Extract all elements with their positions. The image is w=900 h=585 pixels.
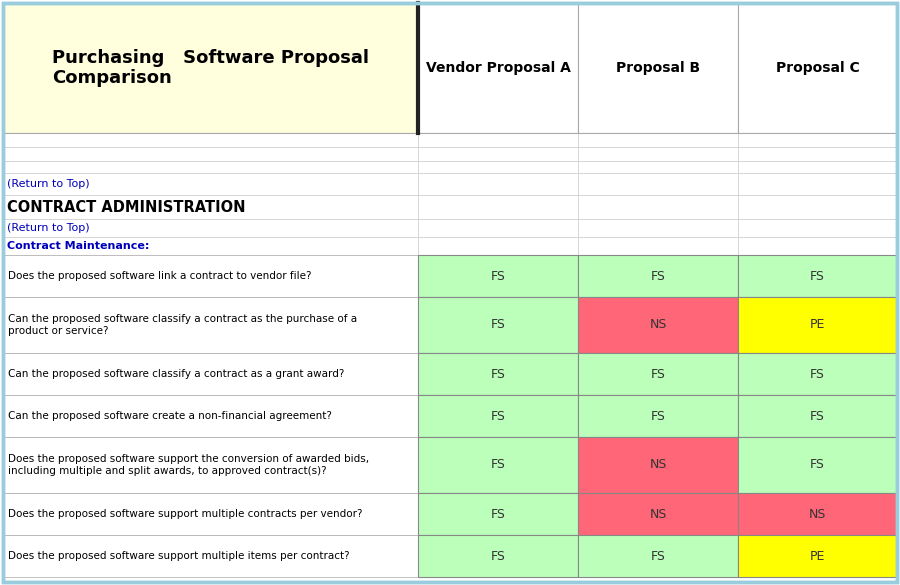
Text: Purchasing   Software Proposal
Comparison: Purchasing Software Proposal Comparison (52, 49, 369, 87)
Bar (738, 237, 897, 255)
Bar (738, 297, 897, 353)
Bar (738, 255, 897, 297)
Bar (418, 255, 578, 297)
Bar (418, 437, 578, 493)
Bar (738, 147, 897, 161)
Bar (3, 195, 418, 219)
Text: FS: FS (810, 459, 825, 472)
Text: (Return to Top): (Return to Top) (7, 223, 90, 233)
Bar (578, 437, 738, 493)
Bar (578, 353, 738, 395)
Bar (578, 297, 738, 353)
Text: NS: NS (649, 459, 667, 472)
Bar (578, 195, 738, 219)
Bar (3, 237, 418, 255)
Bar (578, 219, 738, 237)
Text: FS: FS (491, 367, 506, 380)
Bar (578, 395, 738, 437)
Bar (3, 161, 418, 173)
Bar (418, 147, 578, 161)
Bar (418, 173, 578, 195)
Text: Does the proposed software support multiple contracts per vendor?: Does the proposed software support multi… (8, 509, 363, 519)
Text: Does the proposed software support the conversion of awarded bids,
including mul: Does the proposed software support the c… (8, 454, 369, 476)
Text: FS: FS (491, 270, 506, 283)
Bar (738, 353, 897, 395)
Bar (418, 237, 578, 255)
Text: Can the proposed software classify a contract as the purchase of a
product or se: Can the proposed software classify a con… (8, 314, 357, 336)
Bar (578, 161, 738, 173)
Text: Proposal B: Proposal B (616, 61, 700, 75)
Text: FS: FS (491, 549, 506, 563)
Bar (3, 133, 418, 147)
Bar (3, 219, 418, 237)
Bar (738, 3, 897, 133)
Text: FS: FS (810, 270, 825, 283)
Bar (578, 237, 738, 255)
Bar (738, 133, 897, 147)
Bar (738, 219, 897, 237)
Bar (578, 535, 738, 577)
Bar (738, 535, 897, 577)
Bar (578, 493, 738, 535)
Text: Does the proposed software link a contract to vendor file?: Does the proposed software link a contra… (8, 271, 311, 281)
Text: FS: FS (651, 410, 665, 422)
Text: Does the proposed software support multiple items per contract?: Does the proposed software support multi… (8, 551, 349, 561)
Bar (3, 353, 418, 395)
Bar (418, 195, 578, 219)
Text: FS: FS (810, 410, 825, 422)
Text: FS: FS (491, 508, 506, 521)
Bar (3, 173, 418, 195)
Bar (418, 493, 578, 535)
Bar (578, 147, 738, 161)
Bar (3, 535, 418, 577)
Bar (418, 219, 578, 237)
Bar (578, 3, 738, 133)
Text: FS: FS (651, 549, 665, 563)
Bar (738, 437, 897, 493)
Bar (738, 161, 897, 173)
Text: NS: NS (649, 318, 667, 332)
Bar (3, 437, 418, 493)
Text: Contract Maintenance:: Contract Maintenance: (7, 241, 149, 251)
Bar (3, 147, 418, 161)
Text: CONTRACT ADMINISTRATION: CONTRACT ADMINISTRATION (7, 199, 246, 215)
Text: PE: PE (810, 549, 825, 563)
Bar (578, 255, 738, 297)
Text: Can the proposed software create a non-financial agreement?: Can the proposed software create a non-f… (8, 411, 332, 421)
Bar (418, 535, 578, 577)
Text: Vendor Proposal A: Vendor Proposal A (426, 61, 571, 75)
Text: FS: FS (491, 410, 506, 422)
Text: PE: PE (810, 318, 825, 332)
Bar (3, 297, 418, 353)
Bar (578, 133, 738, 147)
Bar (418, 395, 578, 437)
Text: Proposal C: Proposal C (776, 61, 859, 75)
Bar (738, 173, 897, 195)
Text: FS: FS (491, 318, 506, 332)
Bar (3, 395, 418, 437)
Bar (578, 173, 738, 195)
Bar (418, 353, 578, 395)
Text: NS: NS (809, 508, 826, 521)
Text: NS: NS (649, 508, 667, 521)
Text: (Return to Top): (Return to Top) (7, 179, 90, 189)
Bar (418, 133, 578, 147)
Bar (3, 493, 418, 535)
Bar (418, 161, 578, 173)
Text: Can the proposed software classify a contract as a grant award?: Can the proposed software classify a con… (8, 369, 345, 379)
Bar (418, 3, 578, 133)
Text: FS: FS (651, 270, 665, 283)
Bar (738, 395, 897, 437)
Bar (738, 493, 897, 535)
Bar (738, 195, 897, 219)
Text: FS: FS (810, 367, 825, 380)
Bar (418, 297, 578, 353)
Text: FS: FS (651, 367, 665, 380)
Bar (3, 3, 418, 133)
Text: FS: FS (491, 459, 506, 472)
Bar (3, 255, 418, 297)
